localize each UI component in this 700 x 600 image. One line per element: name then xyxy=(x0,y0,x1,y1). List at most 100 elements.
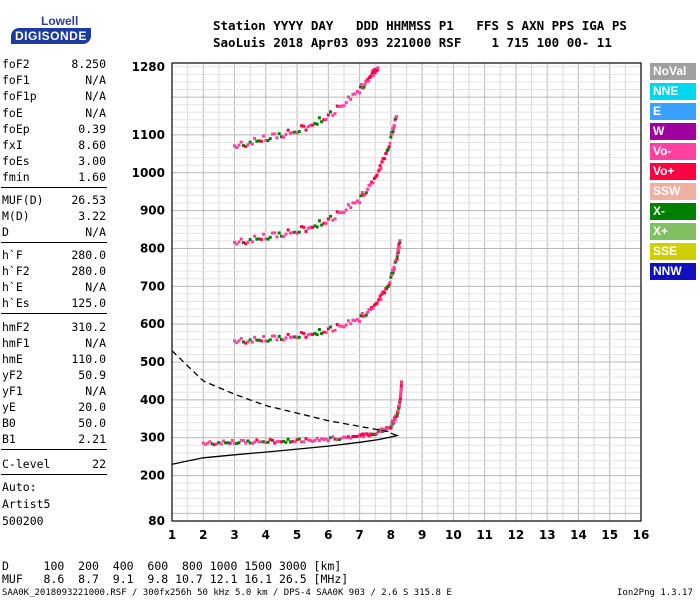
echo-trace-f2-3hop xyxy=(300,225,304,229)
x-tick-label: 12 xyxy=(508,528,525,542)
echo-trace-f2-2hop xyxy=(360,311,364,315)
echo-trace-f2 xyxy=(390,423,394,427)
echo-trace-f2 xyxy=(311,439,315,443)
param-value: 0.39 xyxy=(78,122,106,136)
echo-trace-f2-4hop xyxy=(233,144,237,148)
echo-trace-f2-2hop xyxy=(391,271,395,275)
echo-trace-f2-2hop xyxy=(264,339,268,343)
echo-trace-f2 xyxy=(293,440,297,444)
echo-trace-f2-2hop xyxy=(397,249,401,253)
echo-trace-f2 xyxy=(248,441,252,445)
echo-trace-f2-3hop xyxy=(233,240,237,244)
echo-trace-f2 xyxy=(306,438,310,442)
echo-trace-f2-3hop xyxy=(364,191,368,195)
echo-trace-f2-2hop xyxy=(277,334,281,338)
echo-trace-f2-2hop xyxy=(349,322,353,326)
echo-trace-f2-2hop xyxy=(371,307,375,311)
echo-trace-f2-3hop xyxy=(259,237,263,241)
param-row: fmin 1.60 xyxy=(2,170,106,185)
echo-trace-f2-2hop xyxy=(331,329,335,333)
echo-trace-f2 xyxy=(320,437,324,441)
param-value: 50.0 xyxy=(78,416,106,430)
echo-trace-f2 xyxy=(239,438,243,442)
echo-trace-f2-3hop xyxy=(351,201,355,205)
param-row: foE N/A xyxy=(2,106,106,121)
echo-trace-f2-4hop xyxy=(358,85,362,89)
echo-trace-f2 xyxy=(250,441,254,445)
echo-trace-f2-3hop xyxy=(264,237,268,241)
echo-trace-f2 xyxy=(295,438,299,442)
echo-trace-f2 xyxy=(271,438,274,442)
echo-trace-f2-2hop xyxy=(396,252,400,256)
param-row: D N/A xyxy=(2,225,106,240)
echo-trace-f2-2hop xyxy=(392,267,396,271)
echo-trace-f2-3hop xyxy=(333,217,337,221)
param-row: foF2 8.250 xyxy=(2,57,106,72)
x-tick-label: 2 xyxy=(199,528,207,542)
profile-curve xyxy=(171,432,400,465)
echo-trace-f2 xyxy=(329,436,333,440)
echo-trace-f2 xyxy=(397,404,401,408)
echo-trace-f2-2hop xyxy=(386,285,390,289)
echo-trace-f2-4hop xyxy=(271,132,274,136)
echo-trace-f2-3hop xyxy=(297,230,301,234)
echo-trace-f2-2hop xyxy=(275,338,279,342)
echo-trace-f2-3hop xyxy=(366,187,370,191)
echo-trace-f2-4hop xyxy=(291,131,295,135)
echo-trace-f2 xyxy=(255,438,259,442)
echo-trace-f2 xyxy=(300,440,304,444)
echo-trace-f2-4hop xyxy=(371,71,375,75)
y-tick-label: 200 xyxy=(140,469,165,483)
echo-trace-f2-3hop xyxy=(302,225,306,229)
echo-trace-f2-4hop xyxy=(311,123,315,127)
x-tick-label: 15 xyxy=(601,528,618,542)
echo-trace-f2-4hop xyxy=(237,143,241,147)
echo-trace-f2-3hop xyxy=(379,166,383,170)
legend-item: E xyxy=(650,103,696,120)
echo-trace-f2-2hop xyxy=(317,327,321,331)
y-tick-label: 600 xyxy=(140,317,165,331)
echo-trace-f2 xyxy=(313,439,317,443)
echo-trace-f2-3hop xyxy=(383,157,387,161)
echo-trace-f2 xyxy=(346,435,350,439)
echo-trace-f2-3hop xyxy=(255,237,259,241)
legend-item: NNE xyxy=(650,83,696,100)
echo-trace-f2-3hop xyxy=(395,115,399,119)
echo-trace-f2 xyxy=(291,439,295,443)
echo-trace-f2 xyxy=(201,441,205,445)
echo-trace-f2 xyxy=(288,440,292,444)
echo-trace-f2-4hop xyxy=(366,78,370,82)
echo-trace-f2 xyxy=(277,439,281,443)
param-name: hmF2 xyxy=(2,320,30,334)
echo-trace-f2-2hop xyxy=(291,335,295,339)
param-row: yF1 N/A xyxy=(2,384,106,399)
echo-trace-f2-2hop xyxy=(394,259,398,263)
param-row: M(D) 3.22 xyxy=(2,209,106,224)
echo-trace-f2 xyxy=(212,443,216,447)
echo-trace-f2 xyxy=(349,436,353,440)
echo-trace-f2-2hop xyxy=(355,317,359,321)
echo-trace-f2-2hop xyxy=(284,336,288,340)
echo-trace-f2 xyxy=(333,437,337,441)
echo-trace-f2 xyxy=(324,437,328,441)
echo-trace-f2-4hop xyxy=(355,90,359,94)
x-tick-label: 13 xyxy=(539,528,556,542)
echo-trace-f2-2hop xyxy=(257,338,261,342)
echo-trace-f2 xyxy=(284,440,288,444)
echo-trace-f2-3hop xyxy=(326,217,330,221)
echo-trace-f2-3hop xyxy=(344,208,348,212)
echo-trace-f2-4hop xyxy=(362,85,366,89)
param-name: foF2 xyxy=(2,57,30,71)
echo-trace-f2-3hop xyxy=(304,229,308,233)
echo-trace-f2-2hop xyxy=(329,325,333,329)
echo-trace-f2 xyxy=(353,434,357,438)
echo-trace-f2 xyxy=(398,402,402,406)
param-value: 8.250 xyxy=(71,57,106,71)
echo-trace-f2-4hop xyxy=(297,130,301,134)
param-name: h`Es xyxy=(2,296,30,310)
echo-trace-f2 xyxy=(304,437,308,441)
echo-trace-f2-3hop xyxy=(353,201,357,205)
echo-trace-f2 xyxy=(344,436,348,440)
legend-item: SSE xyxy=(650,243,696,260)
param-value: 280.0 xyxy=(71,248,106,262)
